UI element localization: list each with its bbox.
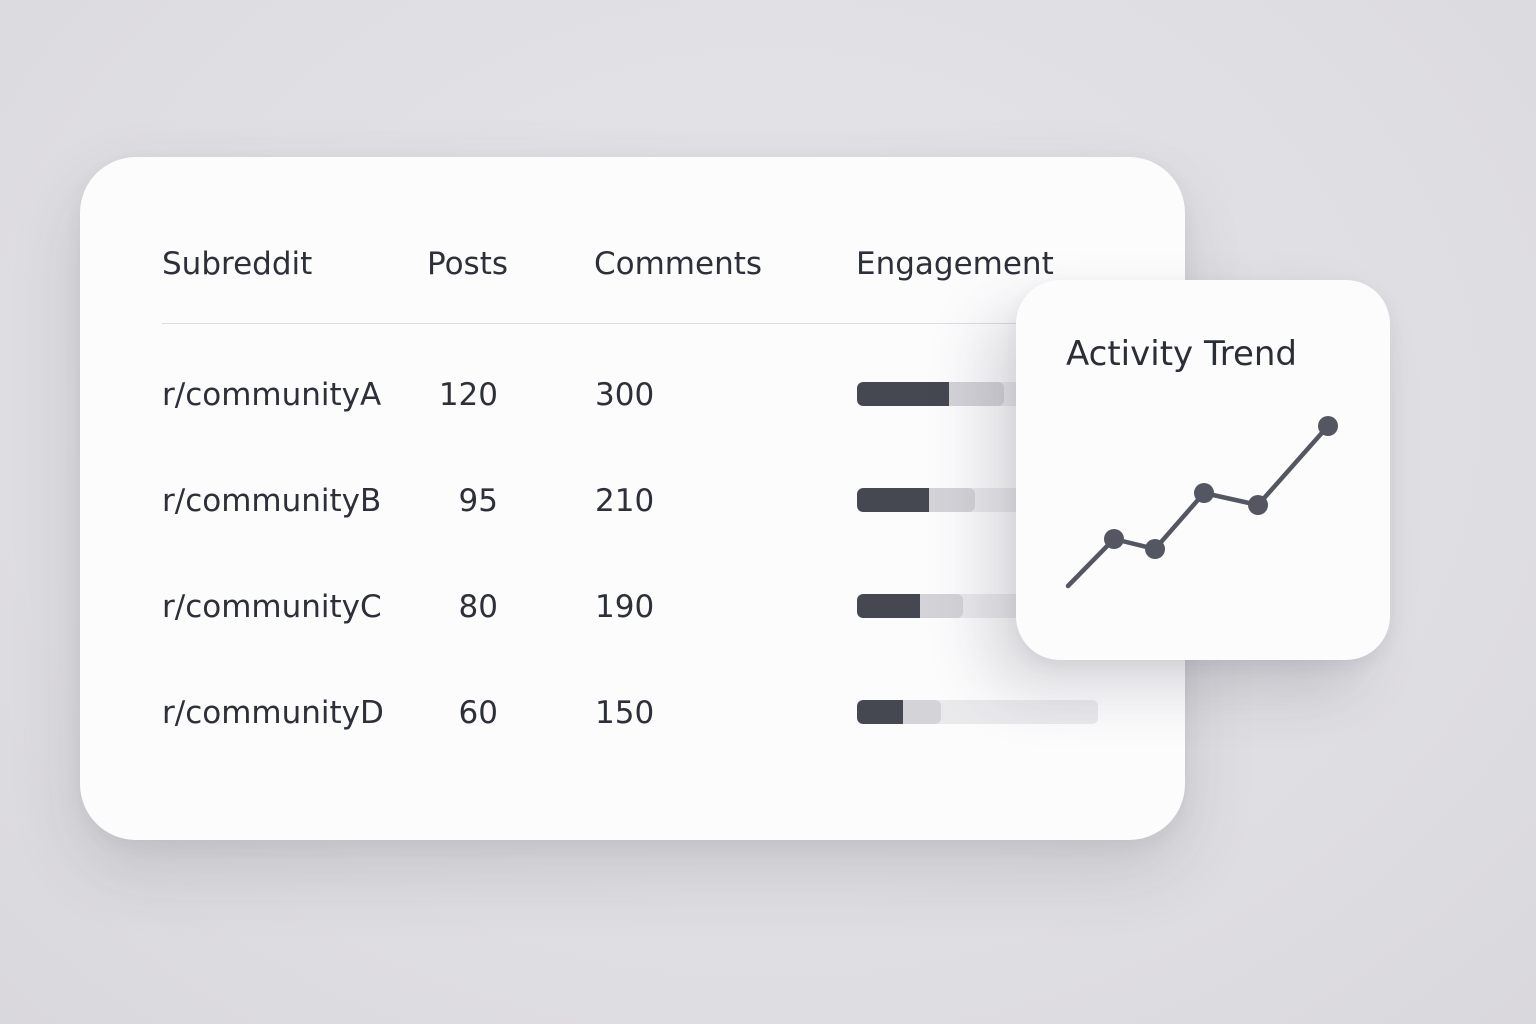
trend-point: [1194, 483, 1214, 503]
row-comments-count: 210: [595, 483, 655, 519]
row-posts-count: 95: [458, 483, 498, 519]
activity-trend-card[interactable]: Activity Trend: [1016, 280, 1390, 660]
engagement-bar-fill: [857, 488, 930, 512]
trend-point: [1248, 495, 1268, 515]
engagement-bar: [857, 700, 1098, 724]
row-subreddit-name[interactable]: r/communityA: [162, 377, 382, 413]
row-comments-count: 190: [595, 589, 655, 625]
trend-line: [1065, 423, 1331, 589]
header-posts[interactable]: Posts: [427, 246, 509, 282]
header-engagement[interactable]: Engagement: [856, 246, 1054, 282]
activity-trend-title: Activity Trend: [1066, 334, 1298, 374]
row-subreddit-name[interactable]: r/communityD: [162, 695, 384, 731]
engagement-bar-fill: [857, 594, 920, 618]
trend-point: [1318, 416, 1338, 436]
row-subreddit-name[interactable]: r/communityC: [162, 589, 382, 625]
engagement-bar-fill: [857, 700, 903, 724]
trend-point: [1145, 539, 1165, 559]
row-posts-count: 120: [438, 377, 498, 413]
row-posts-count: 80: [458, 589, 498, 625]
row-comments-count: 150: [595, 695, 655, 731]
engagement-bar-fill: [857, 382, 949, 406]
header-comments[interactable]: Comments: [594, 246, 763, 282]
row-subreddit-name[interactable]: r/communityB: [162, 483, 382, 519]
header-divider: [162, 323, 1022, 324]
row-posts-count: 60: [458, 695, 498, 731]
activity-trend-sparkline-icon: [1065, 416, 1338, 589]
header-subreddit[interactable]: Subreddit: [162, 246, 313, 282]
trend-point: [1104, 529, 1124, 549]
row-comments-count: 300: [595, 377, 655, 413]
